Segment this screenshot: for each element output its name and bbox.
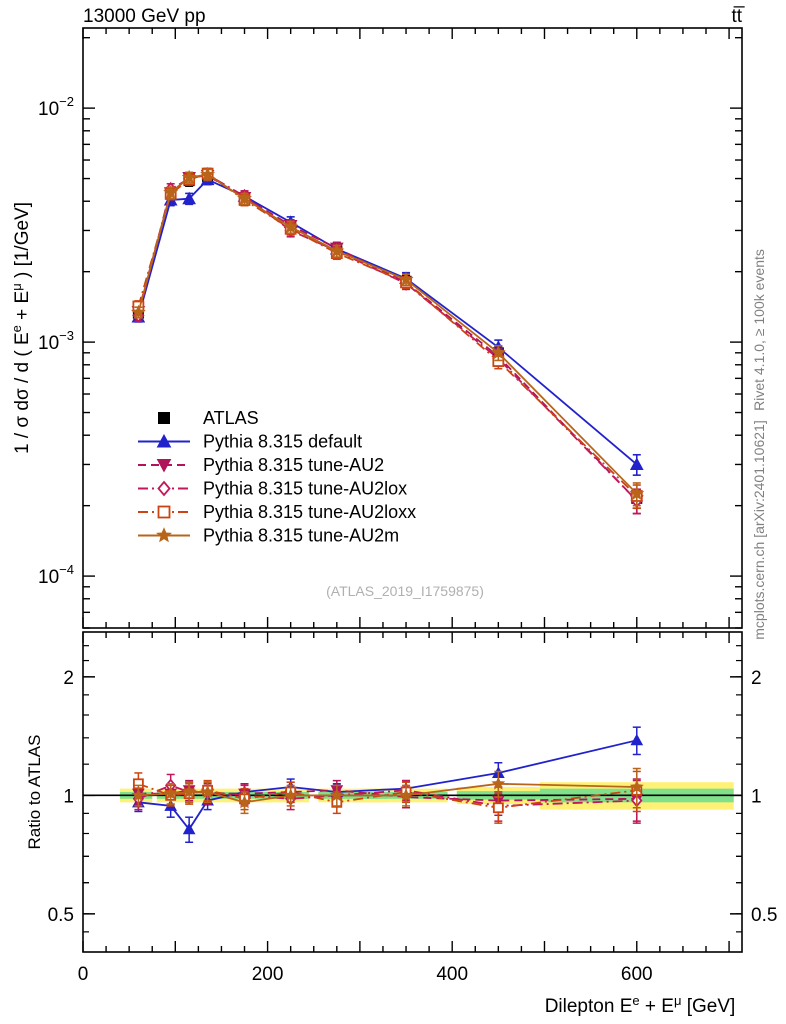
legend-label: Pythia 8.315 tune-AU2 [203,455,384,475]
data-point [490,345,506,360]
legend-label: Pythia 8.315 tune-AU2lox [203,479,407,499]
ratio-data-point [399,788,413,802]
data-point [629,457,644,470]
data-point [283,219,299,234]
ratio-line [138,782,637,804]
data-point [181,169,197,184]
ylabel-part-c: ) [1/GeV] [12,202,33,283]
legend-label: Pythia 8.315 tune-AU2m [203,526,399,546]
x-tick-label: 0 [78,964,89,985]
ratio-panel-ticks: 2 2 1 1 0.5 0.5 [48,645,777,933]
xlabel-sup-mu: μ [674,993,682,1008]
side-label-rivet: Rivet 4.1.0, ≥ 100k events [751,249,767,411]
ratio-data-point [630,733,644,746]
ratio-data-point [200,784,215,798]
legend-marker-star [156,527,172,543]
ratio-y-tick-label-right: 2 [751,668,762,689]
ratio-data-point [182,822,196,835]
ratio-y-tick-label-right: 0.5 [751,905,777,926]
data-point [629,485,645,500]
ylabel-sup-e: e [9,325,24,332]
data-point [329,243,345,258]
ratio-y-tick-label-right: 1 [751,786,762,807]
series-5-main [130,166,645,507]
x-tick-label: 600 [621,964,653,985]
ratio-y-tick-label: 1 [63,786,74,807]
legend-marker-diamond-open [157,480,171,497]
header-collision-energy: 13000 GeV pp [83,6,206,27]
header-process-label: tt̅ [731,6,745,27]
data-point [182,191,196,205]
data-point [237,190,252,206]
x-axis-label: Dilepton Ee + Eμ [GeV] [545,993,736,1017]
main-y-axis-label: 1 / σ dσ / d ( Ee + Eμ ) [1/GeV] [9,202,33,454]
ratio-line [138,782,637,809]
main-y-tick-label: 10−4 [38,562,74,588]
ylabel-sup-mu: μ [9,283,24,291]
main-y-tick-label: 10−3 [38,328,74,354]
series-line [137,173,638,495]
ratio-data-point [283,788,298,802]
data-point [163,184,179,200]
analysis-watermark: (ATLAS_2019_I1759875) [326,583,484,599]
ratio-data-point [237,795,252,809]
ratio-y-tick-label: 0.5 [48,905,74,926]
ratio-data-point [492,802,504,814]
legend-label: ATLAS [203,408,259,428]
data-point [398,271,414,286]
legend-label: Pythia 8.315 default [203,432,362,452]
x-tick-label: 400 [436,964,468,985]
ratio-data-point [329,788,344,802]
x-tick-label: 200 [252,964,284,985]
legend-item-4[interactable]: Pythia 8.315 tune-AU2loxx [138,502,416,522]
ylabel-part-b: + E [12,291,33,325]
main-panel-series-group [130,166,645,515]
data-point [200,166,216,181]
legend: ATLAS Pythia 8.315 default Pythia 8.315 tu… [138,408,416,546]
ratio-data-point [131,788,146,802]
data-point [130,304,146,319]
legend-item-3[interactable]: Pythia 8.315 tune-AU2lox [138,479,407,499]
ratio-line [138,784,637,807]
ratio-y-axis-label: Ratio to ATLAS [25,735,44,850]
ylabel-part-a: 1 / σ dσ / d ( E [12,332,33,454]
legend-marker-square-open [157,505,171,519]
ratio-panel-series-group [131,726,644,844]
xlabel-sup-e: e [632,993,639,1008]
ratio-line [138,739,638,831]
ratio-data-point [182,784,197,798]
legend-item-2[interactable]: Pythia 8.315 tune-AU2 [138,455,384,475]
ratio-data-point [163,786,178,800]
main-y-tick-label: 10−2 [38,94,74,120]
xlabel-part-b: + E [640,996,674,1017]
main-panel-ticks: 10−4 10−3 10−2 [38,36,742,629]
ratio-panel-frame [82,631,743,953]
side-label-mcplots: mcplots.cern.ch [arXiv:2401.10621] [751,420,767,639]
xlabel-part-c: [GeV] [681,996,735,1017]
legend-item-1[interactable]: Pythia 8.315 default [138,432,362,452]
legend-marker-square-filled [158,412,170,424]
legend-label: Pythia 8.315 tune-AU2loxx [203,502,416,522]
legend-marker-triangle-up [156,433,172,448]
ratio-data-point [629,779,644,793]
series-line [137,172,638,497]
legend-marker-triangle-down [156,459,172,473]
ratio-data-point [491,776,506,790]
series-5-ratio [131,767,644,815]
series-line [137,178,638,466]
main-panel-frame [82,27,743,629]
x-axis-ticks: 0 200 400 600 [78,28,730,985]
legend-item-5[interactable]: Pythia 8.315 tune-AU2m [138,526,399,546]
legend-item-0[interactable]: ATLAS [158,408,259,428]
xlabel-part-a: Dilepton E [545,996,633,1017]
ratio-y-tick-label: 2 [63,668,74,689]
